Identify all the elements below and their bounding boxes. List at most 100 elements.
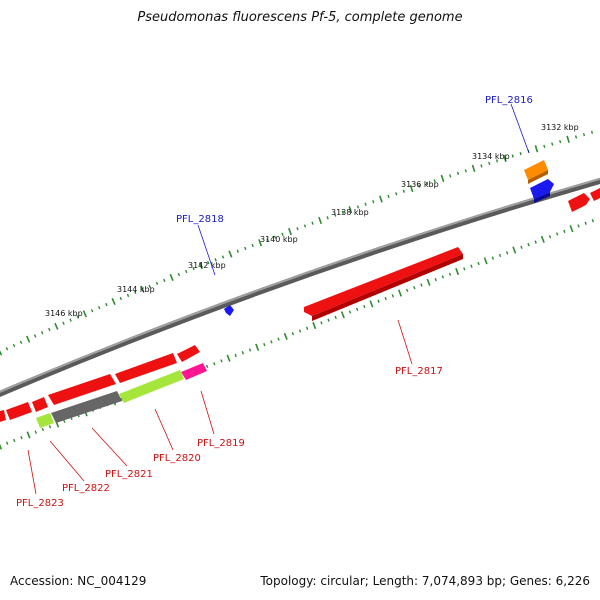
leader-line xyxy=(49,440,85,482)
gene-pfl-2818[interactable] xyxy=(224,305,234,316)
minor-tick xyxy=(420,283,423,287)
minor-tick xyxy=(5,441,9,445)
minor-tick xyxy=(418,184,421,188)
minor-tick xyxy=(192,266,195,271)
minor-tick xyxy=(591,219,595,223)
gene-label-pfl-2821[interactable]: PFL_2821 xyxy=(105,469,153,480)
kbp-label: 3146 kbp xyxy=(45,309,83,318)
minor-tick xyxy=(221,255,225,259)
gene-label-pfl-2818[interactable]: PFL_2818 xyxy=(176,214,224,225)
minor-tick xyxy=(48,327,51,332)
gene-pfl-2820[interactable] xyxy=(119,370,184,403)
minor-tick xyxy=(582,133,586,137)
major-tick xyxy=(369,300,374,308)
minor-tick xyxy=(207,261,210,265)
minor-tick xyxy=(90,309,94,313)
minor-tick xyxy=(433,179,436,183)
gene-pfl-2817[interactable] xyxy=(304,247,463,316)
minor-tick xyxy=(425,181,429,186)
gene-label-pfl-2819[interactable]: PFL_2819 xyxy=(197,438,245,449)
major-tick xyxy=(25,335,31,343)
major-tick xyxy=(471,164,476,172)
forward-strand-features xyxy=(224,160,600,316)
minor-tick xyxy=(551,142,554,146)
gene-pfl-2819[interactable] xyxy=(181,363,207,380)
gene-label-pfl-2823[interactable]: PFL_2823 xyxy=(16,498,64,509)
major-tick xyxy=(440,174,445,182)
gene-pfl-2816[interactable] xyxy=(524,160,548,180)
major-tick xyxy=(258,239,263,247)
minor-tick xyxy=(356,205,360,209)
minor-tick xyxy=(511,154,514,158)
minor-tick xyxy=(148,284,151,289)
major-tick xyxy=(255,343,260,351)
major-tick xyxy=(409,185,414,193)
minor-tick xyxy=(377,299,380,303)
gene-label-pfl-2817[interactable]: PFL_2817 xyxy=(395,366,443,377)
major-tick xyxy=(228,250,233,258)
gene-blue-feature[interactable] xyxy=(530,179,554,199)
major-tick xyxy=(348,206,353,214)
minor-tick xyxy=(477,261,480,266)
minor-tick xyxy=(488,161,491,166)
minor-tick xyxy=(205,364,209,369)
minor-tick xyxy=(326,216,329,220)
leader-line xyxy=(197,224,216,276)
minor-tick xyxy=(185,269,188,274)
major-tick xyxy=(483,257,488,265)
minor-tick xyxy=(236,249,239,253)
major-tick xyxy=(512,246,517,254)
gene-red-feature[interactable] xyxy=(590,188,600,201)
minor-tick xyxy=(348,310,352,314)
gene-label-pfl-2820[interactable]: PFL_2820 xyxy=(153,453,201,464)
minor-tick xyxy=(355,307,359,311)
minor-tick xyxy=(480,164,483,168)
minor-tick xyxy=(590,130,594,134)
major-tick xyxy=(503,154,507,163)
major-tick xyxy=(198,262,203,270)
minor-tick xyxy=(20,436,23,440)
gene-pfl-2822[interactable] xyxy=(36,413,54,428)
minor-tick xyxy=(563,229,566,234)
minor-tick xyxy=(405,288,409,293)
major-tick xyxy=(54,322,59,330)
gene-red-feature[interactable] xyxy=(568,193,590,212)
minor-tick xyxy=(303,224,307,228)
minor-tick xyxy=(19,340,23,344)
minor-tick xyxy=(273,235,277,239)
minor-tick xyxy=(341,210,344,215)
minor-tick xyxy=(327,318,330,322)
leader-line xyxy=(27,449,37,495)
minor-tick xyxy=(277,337,280,341)
minor-tick xyxy=(13,438,16,443)
gene-red-feature[interactable] xyxy=(32,397,48,412)
minor-tick xyxy=(34,430,37,434)
minor-tick xyxy=(413,286,416,290)
minor-tick xyxy=(76,315,80,319)
gene-pfl-2821[interactable] xyxy=(51,391,122,423)
major-tick xyxy=(0,443,3,450)
minor-tick xyxy=(305,326,309,330)
minor-tick xyxy=(69,318,72,322)
gene-red-feature[interactable] xyxy=(6,402,32,420)
gene-red-feature[interactable] xyxy=(48,374,116,405)
gene-label-pfl-2822[interactable]: PFL_2822 xyxy=(62,483,110,494)
kbp-label: 3132 kbp xyxy=(541,123,579,132)
minor-tick xyxy=(519,151,522,156)
major-tick xyxy=(455,268,460,276)
minor-tick xyxy=(134,290,137,295)
minor-tick xyxy=(559,139,562,144)
minor-tick xyxy=(320,321,323,325)
minor-tick xyxy=(495,159,499,163)
minor-tick xyxy=(577,224,580,228)
minor-tick xyxy=(5,347,9,351)
gene-red-feature[interactable] xyxy=(115,353,177,383)
major-tick xyxy=(111,297,116,306)
gene-red-feature[interactable] xyxy=(177,345,200,362)
minor-tick xyxy=(298,329,302,333)
gene-red-feature[interactable] xyxy=(0,410,6,422)
leader-line xyxy=(510,103,530,154)
genome-summary-text: Topology: circular; Length: 7,074,893 bp… xyxy=(260,574,590,588)
gene-label-pfl-2816[interactable]: PFL_2816 xyxy=(485,95,533,106)
